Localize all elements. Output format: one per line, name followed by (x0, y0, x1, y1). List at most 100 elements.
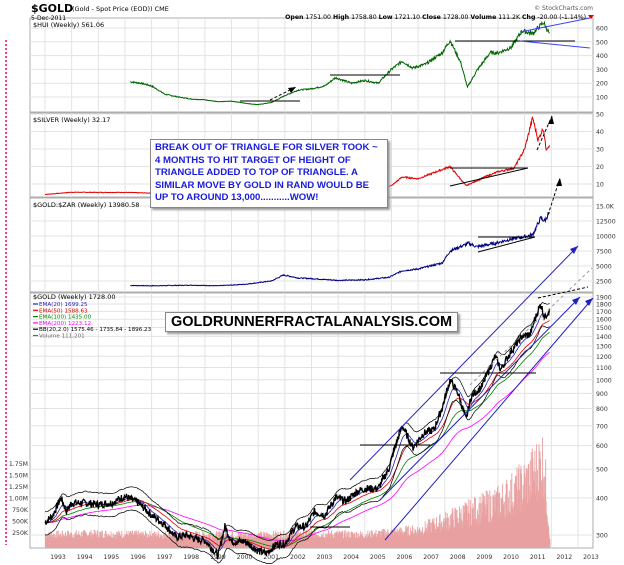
volume-bar (448, 517, 450, 548)
volume-bar (436, 528, 438, 548)
volume-bar (53, 537, 55, 548)
x-tick-label: 2008 (450, 554, 466, 561)
volume-bar (414, 529, 416, 548)
volume-bar (273, 533, 275, 548)
volume-bar (517, 508, 518, 548)
volume-bar (209, 533, 211, 548)
volume-bar (63, 534, 65, 548)
volume-bar (108, 537, 110, 548)
volume-bar (174, 531, 176, 548)
volume-bar (362, 536, 364, 548)
volume-bar (509, 513, 511, 548)
y-tick-label: 400 (596, 53, 608, 60)
volume-bar (546, 513, 548, 548)
volume-bar (129, 534, 131, 548)
volume-bar (371, 537, 373, 548)
volume-bar (411, 533, 413, 548)
volume-bar (265, 536, 267, 548)
volume-bar (408, 534, 410, 548)
volume-bar (214, 536, 216, 548)
volume-bar (155, 535, 157, 548)
volume-bar (430, 522, 432, 548)
gold-channel-upper (349, 245, 579, 481)
volume-bar (74, 532, 76, 548)
volume-bar (367, 530, 369, 548)
volume-bar (548, 535, 550, 548)
volume-bar (477, 524, 479, 548)
volume-bar (376, 536, 377, 548)
volume-bar (353, 534, 354, 548)
volume-bar (164, 534, 166, 548)
volume-bar (84, 530, 86, 548)
volume-bar (406, 536, 408, 548)
volume-bar (426, 523, 428, 548)
volume-bar (163, 535, 165, 548)
volume-bar (458, 523, 459, 548)
y-tick-label: 1400 (596, 334, 612, 341)
volume-bar (447, 517, 449, 548)
volume-bar (79, 536, 81, 548)
volume-bar (323, 537, 325, 548)
y-tick-label: 500 (596, 467, 608, 474)
volume-bar (421, 532, 423, 548)
volume-bar (495, 512, 497, 548)
volume-bar (80, 536, 82, 548)
volume-bar (254, 533, 255, 548)
volume-bar (252, 536, 253, 548)
volume-bar (449, 524, 451, 548)
volume-bar (269, 538, 271, 548)
volume-bar (281, 538, 283, 548)
volume-bar (233, 536, 234, 548)
volume-bar (65, 535, 67, 548)
volume-bar (138, 530, 140, 548)
y-tick-label: 20 (596, 164, 604, 171)
volume-bar (55, 537, 57, 548)
volume-bar (136, 531, 138, 548)
volume-bar (77, 534, 79, 548)
volume-bar (492, 495, 494, 548)
volume-bar (427, 519, 429, 548)
volume-bar (163, 532, 165, 548)
volume-bar (417, 526, 418, 548)
y-tick-label: 300 (596, 532, 608, 539)
arrowhead-icon (556, 178, 562, 186)
volume-bar (283, 530, 285, 548)
volume-bar (132, 535, 134, 548)
volume-bar (515, 475, 517, 548)
legend-entry: EMA(200) 1223.12 (39, 321, 91, 327)
volume-bar (453, 528, 455, 548)
volume-bar (159, 537, 161, 548)
volume-bar (45, 534, 46, 548)
volume-bar (521, 473, 523, 548)
volume-bar (299, 532, 301, 548)
volume-bar (296, 531, 298, 548)
volume-bar (523, 497, 525, 548)
volume-bar (446, 513, 448, 548)
volume-bar (113, 537, 115, 548)
volume-bar (49, 535, 51, 548)
volume-bar (369, 531, 371, 548)
volume-bar (48, 538, 49, 548)
volume-bar (505, 494, 507, 548)
volume-bar (89, 532, 90, 548)
volume-bar (195, 532, 197, 548)
volume-bar (350, 531, 352, 548)
volume-bar (409, 527, 411, 548)
volume-bar (533, 471, 535, 548)
y-tick-label: 600 (596, 443, 608, 450)
volume-bar (137, 535, 139, 548)
volume-bar (540, 495, 542, 548)
volume-bar (360, 531, 362, 548)
volume-bar (170, 536, 172, 548)
volume-bar (169, 538, 171, 548)
volume-bar (490, 518, 492, 548)
volume-bar (278, 538, 280, 548)
volume-bar (479, 496, 481, 548)
volume-bar (493, 497, 495, 548)
volume-bar (509, 512, 511, 548)
volume-bar (459, 513, 461, 548)
volume-bar (519, 512, 521, 548)
silver-panel-title: $SILVER (Weekly) 32.17 (33, 116, 110, 124)
volume-bar (56, 530, 58, 548)
volume-bar (105, 530, 107, 548)
